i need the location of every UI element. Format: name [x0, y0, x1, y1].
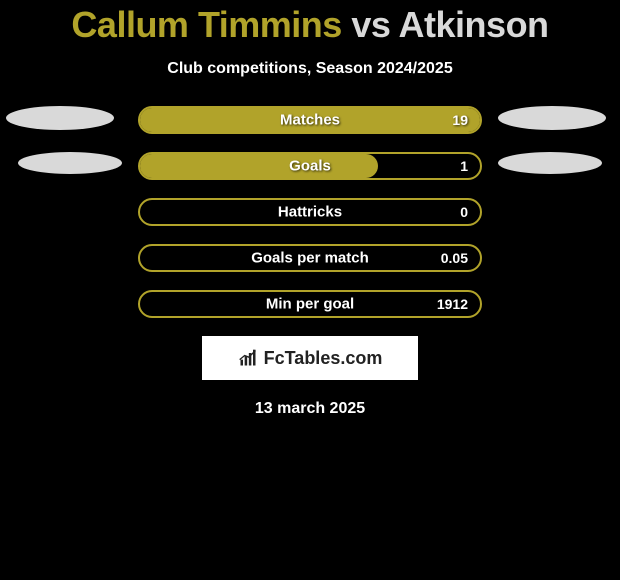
- stat-row-label: Goals: [140, 158, 480, 175]
- chart-icon: [238, 348, 258, 368]
- stat-row-value: 0.05: [441, 250, 468, 266]
- stat-row-label: Goals per match: [140, 250, 480, 267]
- side-ellipse: [498, 106, 606, 130]
- comparison-chart: Matches19 Goals1 Hattricks0 Goals per match…: [0, 106, 620, 318]
- brand-text: FcTables.com: [264, 348, 383, 369]
- stat-row-label: Hattricks: [140, 204, 480, 221]
- stat-row-value: 1912: [437, 296, 468, 312]
- stat-row: Min per goal1912: [138, 290, 482, 318]
- stat-row-label: Matches: [140, 112, 480, 129]
- side-ellipse: [498, 152, 602, 174]
- brand-box: FcTables.com: [202, 336, 418, 380]
- stat-row-value: 1: [460, 158, 468, 174]
- page-title: Callum Timmins vs Atkinson: [0, 0, 620, 46]
- title-vs: vs: [342, 4, 399, 45]
- rows-container: Matches19 Goals1 Hattricks0 Goals per match…: [0, 106, 620, 318]
- stat-row: Matches19: [138, 106, 482, 134]
- subtitle: Club competitions, Season 2024/2025: [0, 60, 620, 78]
- side-ellipse: [18, 152, 122, 174]
- stat-row-value: 0: [460, 204, 468, 220]
- stat-row: Hattricks0: [138, 198, 482, 226]
- title-player2: Atkinson: [399, 4, 549, 45]
- stat-row: Goals per match0.05: [138, 244, 482, 272]
- date-text: 13 march 2025: [0, 400, 620, 418]
- stat-row-label: Min per goal: [140, 296, 480, 313]
- stat-row-value: 19: [452, 112, 468, 128]
- side-ellipse: [6, 106, 114, 130]
- stat-row: Goals1: [138, 152, 482, 180]
- title-player1: Callum Timmins: [71, 4, 341, 45]
